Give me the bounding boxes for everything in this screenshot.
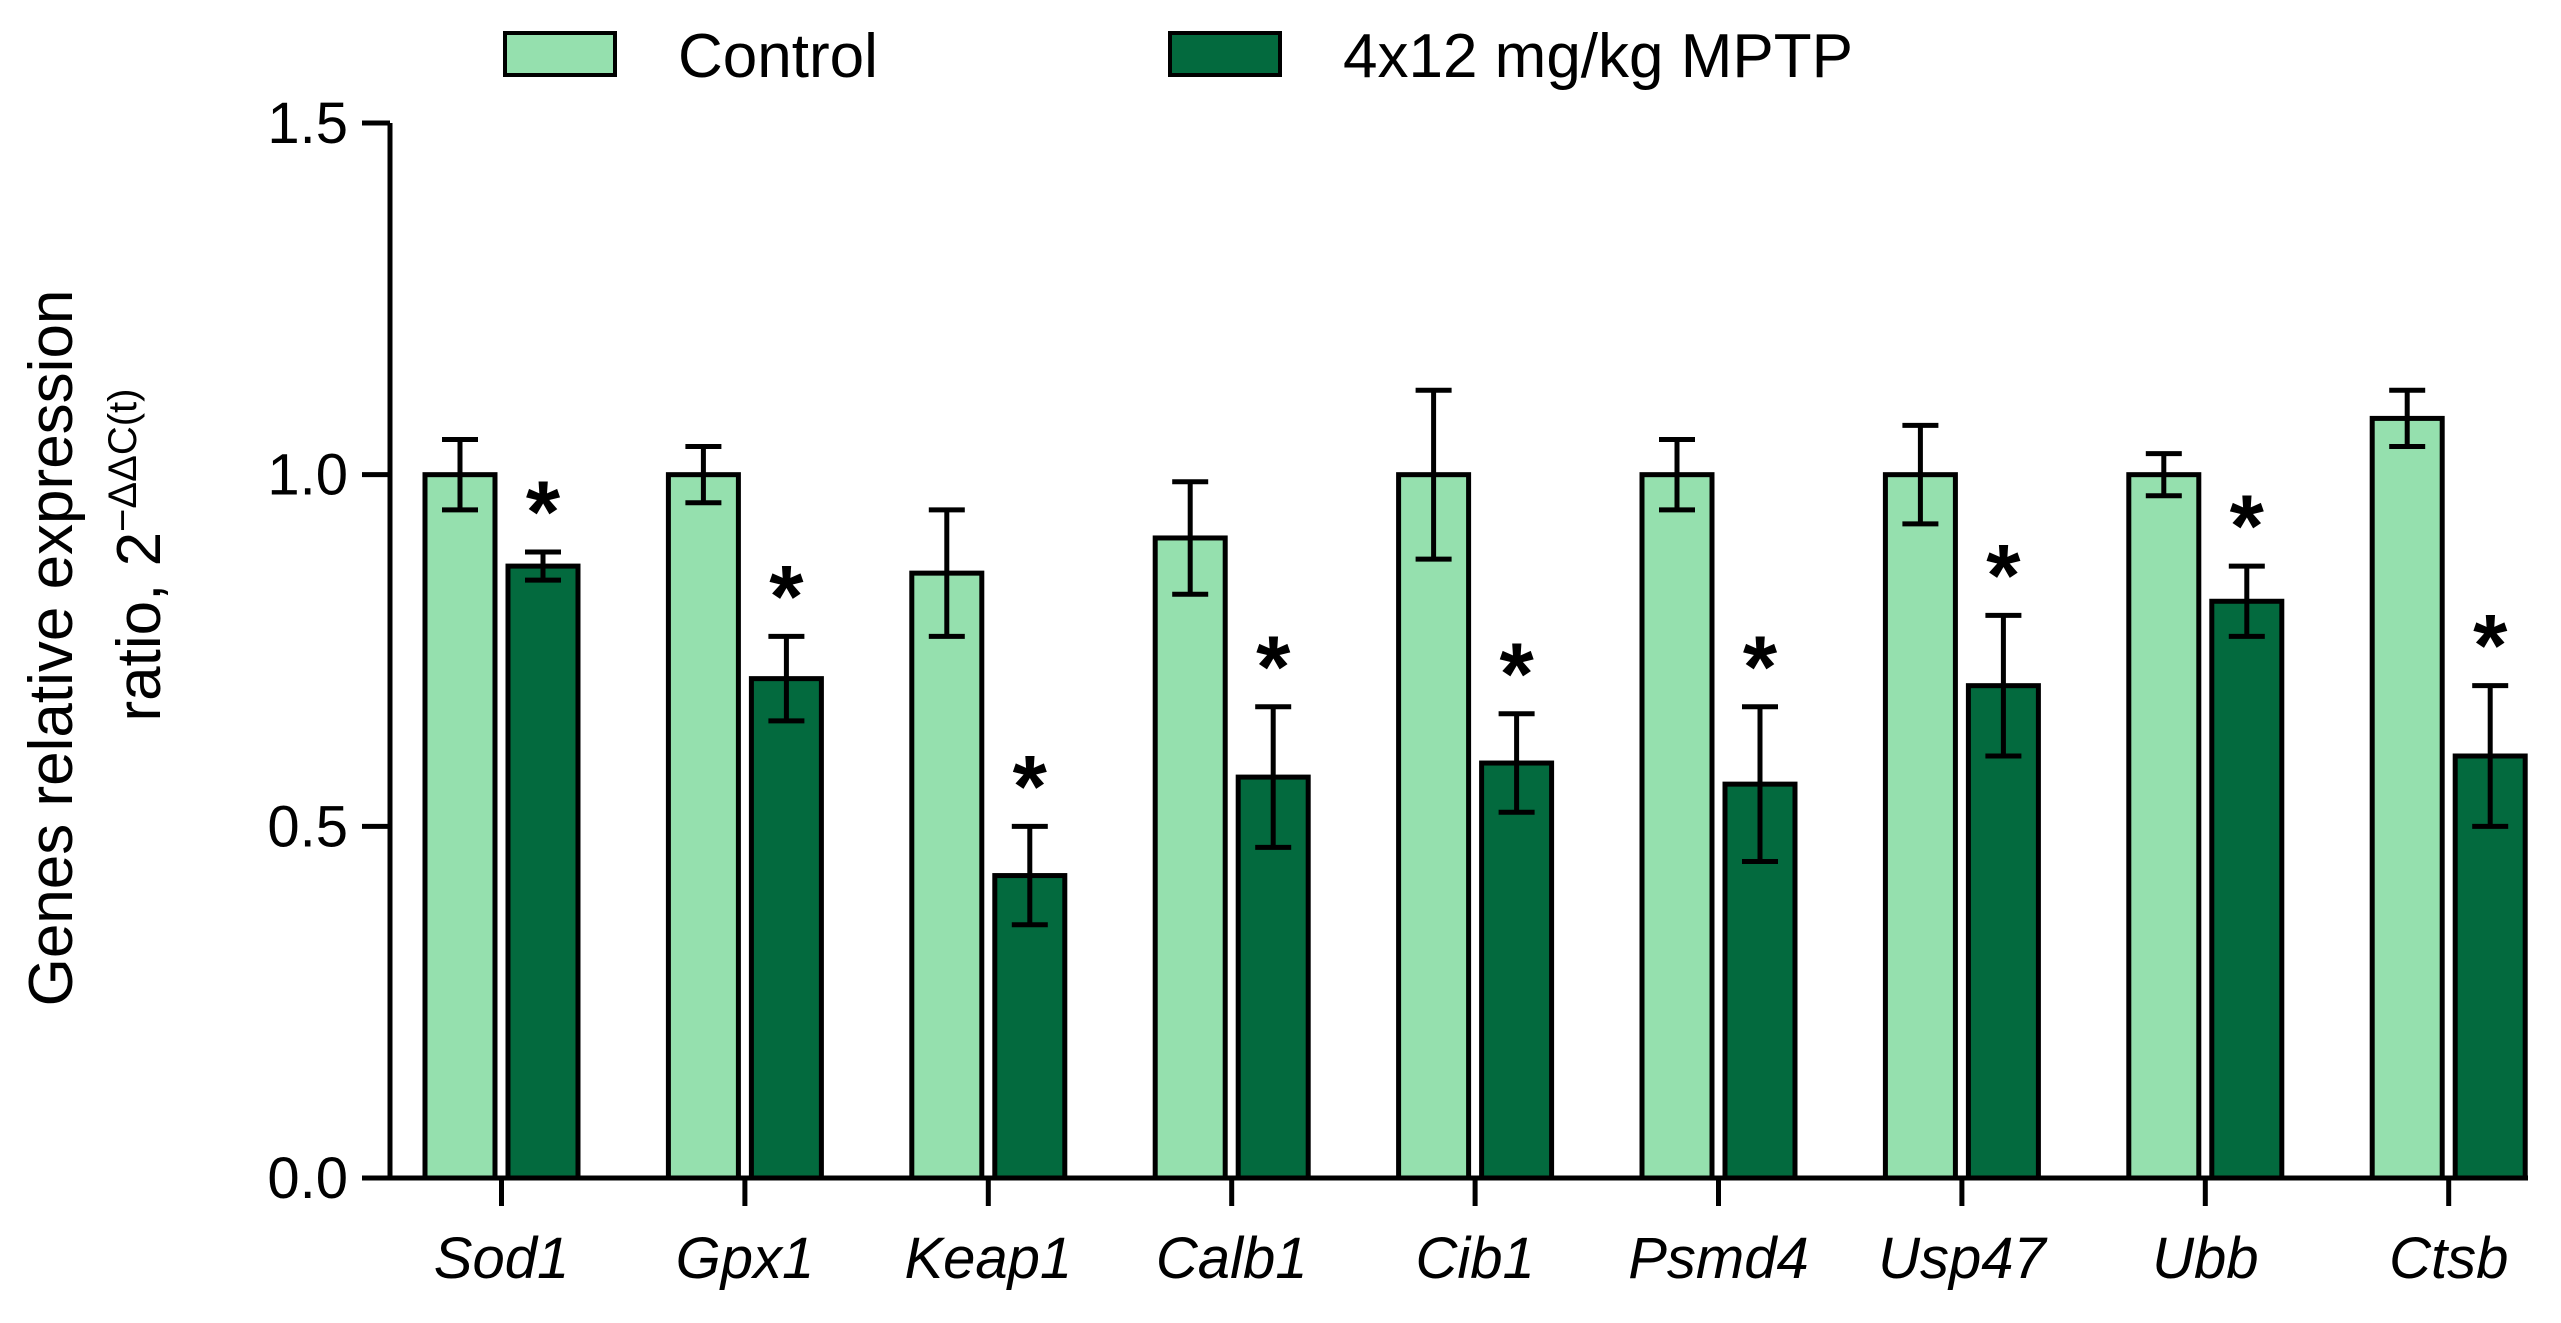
bar-mptp — [2209, 598, 2285, 1181]
significance-star: * — [1986, 525, 2021, 624]
bar-mptp — [505, 563, 581, 1181]
x-category-label: Usp47 — [1878, 1226, 2048, 1291]
legend-swatch-mptp — [1168, 31, 1282, 77]
y-axis-title-base: ratio, 2 — [105, 532, 174, 722]
significance-star: * — [1256, 617, 1291, 716]
bar-mptp — [748, 676, 824, 1181]
legend-label-control: Control — [678, 22, 878, 91]
y-tick-label: 1.5 — [267, 91, 348, 156]
y-axis-title-line2: ratio, 2−ΔΔC(t) — [101, 389, 174, 722]
x-category-label: Sod1 — [434, 1226, 569, 1291]
legend-swatch-control — [503, 31, 617, 77]
labels: 0.0 0.5 1.0 1.5 * Sod1 * Gpx1 * Keap1 * Calb1 * Cib1 *… — [267, 91, 2508, 1291]
significance-star: * — [1013, 736, 1048, 835]
x-category-label: Psmd4 — [1628, 1226, 1809, 1291]
significance-star: * — [2473, 596, 2508, 695]
bar-control — [1882, 472, 1958, 1181]
bar-control — [422, 472, 498, 1181]
x-category-label: Keap1 — [904, 1226, 1072, 1291]
x-category-label: Ctsb — [2389, 1226, 2508, 1291]
x-category-label: Ubb — [2152, 1226, 2258, 1291]
x-category-label: Calb1 — [1156, 1226, 1308, 1291]
bar-mptp — [1965, 683, 2041, 1181]
bar-mptp — [1722, 781, 1798, 1181]
bar-mptp — [2452, 753, 2528, 1181]
significance-star: * — [769, 546, 804, 645]
legend: Control 4x12 mg/kg MPTP — [503, 22, 1853, 91]
bar-control — [665, 472, 741, 1181]
significance-star: * — [1499, 624, 1534, 723]
significance-star: * — [2230, 476, 2265, 575]
bar-control — [2126, 472, 2202, 1181]
x-category-label: Gpx1 — [676, 1226, 815, 1291]
significance-star: * — [526, 462, 561, 561]
legend-label-mptp: 4x12 mg/kg MPTP — [1343, 22, 1853, 91]
y-axis-title-superscript: −ΔΔC(t) — [101, 389, 145, 532]
bar-control — [1152, 535, 1228, 1181]
bar-control — [1639, 472, 1715, 1181]
y-axis-title: Genes relative expression ratio, 2−ΔΔC(t… — [17, 290, 174, 1007]
bars — [422, 387, 2528, 1181]
y-tick-label: 0.5 — [267, 794, 348, 859]
bar-control — [909, 570, 985, 1181]
significance-star: * — [1743, 617, 1778, 716]
bar-control — [1396, 472, 1472, 1181]
bar-mptp — [1235, 774, 1311, 1181]
y-axis-title-line1: Genes relative expression — [17, 290, 86, 1007]
y-tick-label: 0.0 — [267, 1146, 348, 1211]
x-category-label: Cib1 — [1415, 1226, 1534, 1291]
bar-control — [2369, 415, 2445, 1181]
bar-mptp — [1479, 760, 1555, 1181]
y-tick-label: 1.0 — [267, 443, 348, 508]
